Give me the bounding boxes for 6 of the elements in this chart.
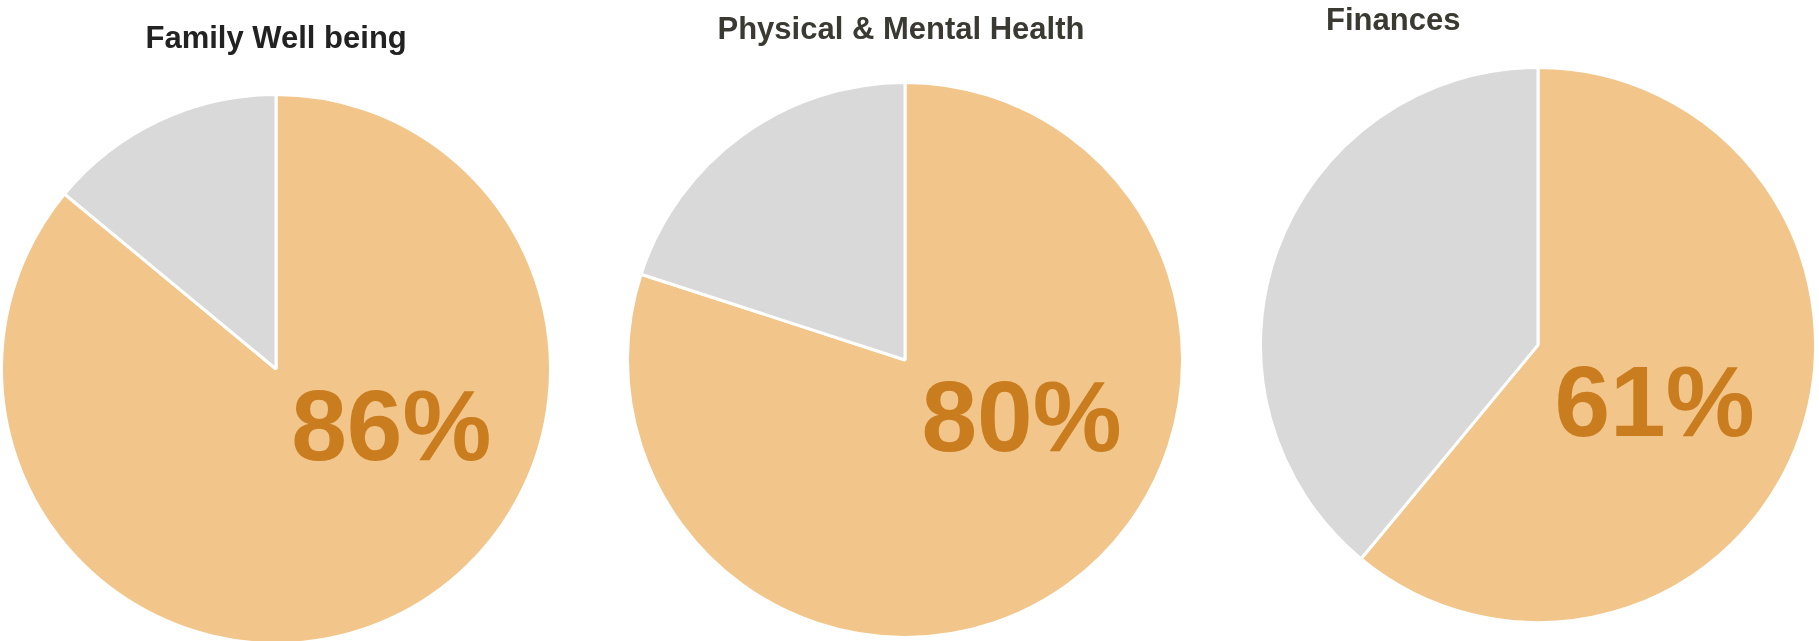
data-label: 86% [291,368,492,481]
chart-title: Physical & Mental Health [717,11,1085,46]
chart-title: Family Well being [145,20,407,55]
data-label: 61% [1554,345,1755,458]
chart-title: Finances [1326,2,1461,37]
data-label: 80% [921,360,1122,473]
